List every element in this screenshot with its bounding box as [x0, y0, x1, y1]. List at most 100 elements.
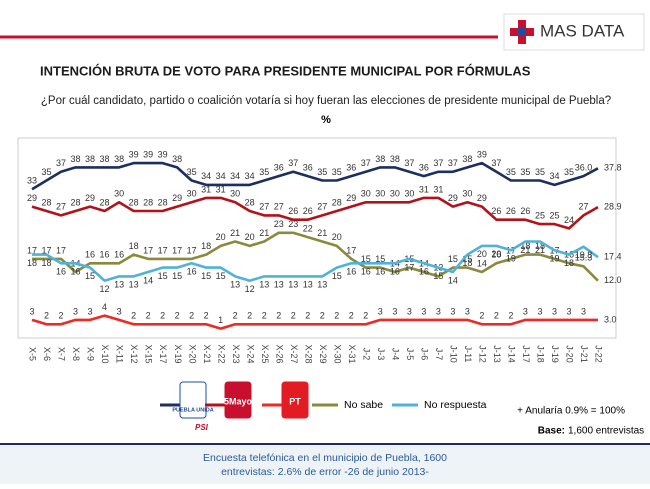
data-label: 19 [506, 254, 516, 264]
data-label: 28 [71, 197, 81, 207]
data-label: 38 [462, 154, 472, 164]
data-label: 17 [346, 245, 356, 255]
data-label: 15 [448, 254, 458, 264]
data-label: 18 [42, 258, 52, 268]
data-label: 39 [477, 149, 487, 159]
data-label: 30 [462, 189, 472, 199]
data-label: 17 [187, 245, 197, 255]
x-tick-label: J-19 [550, 345, 560, 363]
x-tick-label: J-2 [361, 348, 371, 361]
footer-line: entrevistas: 2.6% de error -26 de junio … [221, 466, 429, 478]
x-tick-label: X-26 [274, 344, 284, 363]
data-label: 15 [332, 271, 342, 281]
data-label: 37 [404, 158, 414, 168]
data-label: 25 [549, 210, 559, 220]
data-label: 18 [129, 241, 139, 251]
note: + Anularía 0.9% = 100% [517, 406, 625, 417]
series-line [31, 196, 599, 230]
data-label: 29 [85, 193, 95, 203]
data-label: 18 [462, 258, 472, 268]
data-label: 13 [114, 280, 124, 290]
data-label: 2 [320, 311, 325, 321]
data-label: 36 [346, 163, 356, 173]
data-label: 25 [535, 210, 545, 220]
data-label: 3 [117, 306, 122, 316]
data-label: 35 [520, 167, 530, 177]
legend-label: No respuesta [424, 399, 487, 411]
data-label: 2 [349, 311, 354, 321]
data-label: 16 [491, 250, 501, 260]
brand-name: MAS DATA [540, 21, 625, 40]
data-label: 17 [56, 245, 66, 255]
data-label: 26 [520, 206, 530, 216]
data-label: 28 [245, 197, 255, 207]
data-label: 13 [129, 280, 139, 290]
data-label: 13 [303, 280, 313, 290]
data-label: 15 [201, 271, 211, 281]
x-tick-label: J-14 [507, 345, 517, 363]
x-tick-label: X-20 [187, 344, 197, 363]
data-label: 29 [172, 193, 182, 203]
data-label: 36.0 [575, 163, 593, 173]
data-label: 18 [520, 241, 530, 251]
data-label: 26 [303, 206, 313, 216]
legend-label: PT [289, 396, 301, 406]
data-label: 2 [291, 311, 296, 321]
data-label: 20 [491, 249, 501, 259]
data-label: 37 [448, 158, 458, 168]
data-label: 38 [114, 154, 124, 164]
data-label: 15 [216, 271, 226, 281]
data-label: 2 [334, 311, 339, 321]
data-label: 15 [361, 254, 371, 264]
data-label: 17.4 [604, 252, 622, 262]
data-label: 27 [56, 202, 66, 212]
data-label: 16 [361, 267, 371, 277]
data-label: 15 [433, 271, 443, 281]
data-label: 16 [114, 250, 124, 260]
data-label: 26 [491, 206, 501, 216]
data-label: 2 [44, 311, 49, 321]
party-logo [224, 381, 252, 419]
data-label: 15 [172, 271, 182, 281]
data-label: 2 [262, 311, 267, 321]
data-label: 12 [245, 284, 255, 294]
data-label: 2 [233, 311, 238, 321]
x-tick-label: J-12 [478, 345, 488, 363]
party-logo [179, 381, 207, 419]
data-label: 38 [390, 154, 400, 164]
data-label: 28 [100, 197, 110, 207]
data-label: 36 [419, 163, 429, 173]
data-label: 29 [448, 193, 458, 203]
data-label: 30 [114, 189, 124, 199]
footer-line: Encuesta telefónica en el municipio de P… [203, 452, 447, 464]
data-label: 15 [375, 254, 385, 264]
data-label: 2 [494, 311, 499, 321]
data-label: 15 [158, 271, 168, 281]
data-label: 36 [274, 163, 284, 173]
data-label: 3 [421, 306, 426, 316]
data-label: 34 [216, 171, 226, 181]
x-tick-label: X-24 [245, 344, 255, 363]
data-label: 17 [158, 245, 168, 255]
data-label: 28 [143, 197, 153, 207]
data-label: 3 [407, 306, 412, 316]
data-label: 30 [390, 189, 400, 199]
data-label: 18 [201, 241, 211, 251]
data-label: 35 [187, 167, 197, 177]
data-label: 35 [317, 167, 327, 177]
x-tick-label: J-21 [579, 345, 589, 363]
x-tick-label: X-12 [129, 344, 139, 363]
data-label: 26 [288, 206, 298, 216]
data-label: 35 [535, 167, 545, 177]
data-label: 30 [375, 189, 385, 199]
brand-logo: MAS DATA [503, 13, 645, 51]
data-label: 35 [332, 167, 342, 177]
x-tick-label: J-6 [419, 348, 429, 361]
x-tick-label: X-31 [347, 344, 357, 363]
base-text: 1,600 entrevistas [568, 426, 644, 437]
data-label: 14 [477, 258, 487, 268]
data-label: 30 [404, 189, 414, 199]
data-label: 2 [131, 311, 136, 321]
x-tick-label: J-22 [594, 345, 604, 363]
